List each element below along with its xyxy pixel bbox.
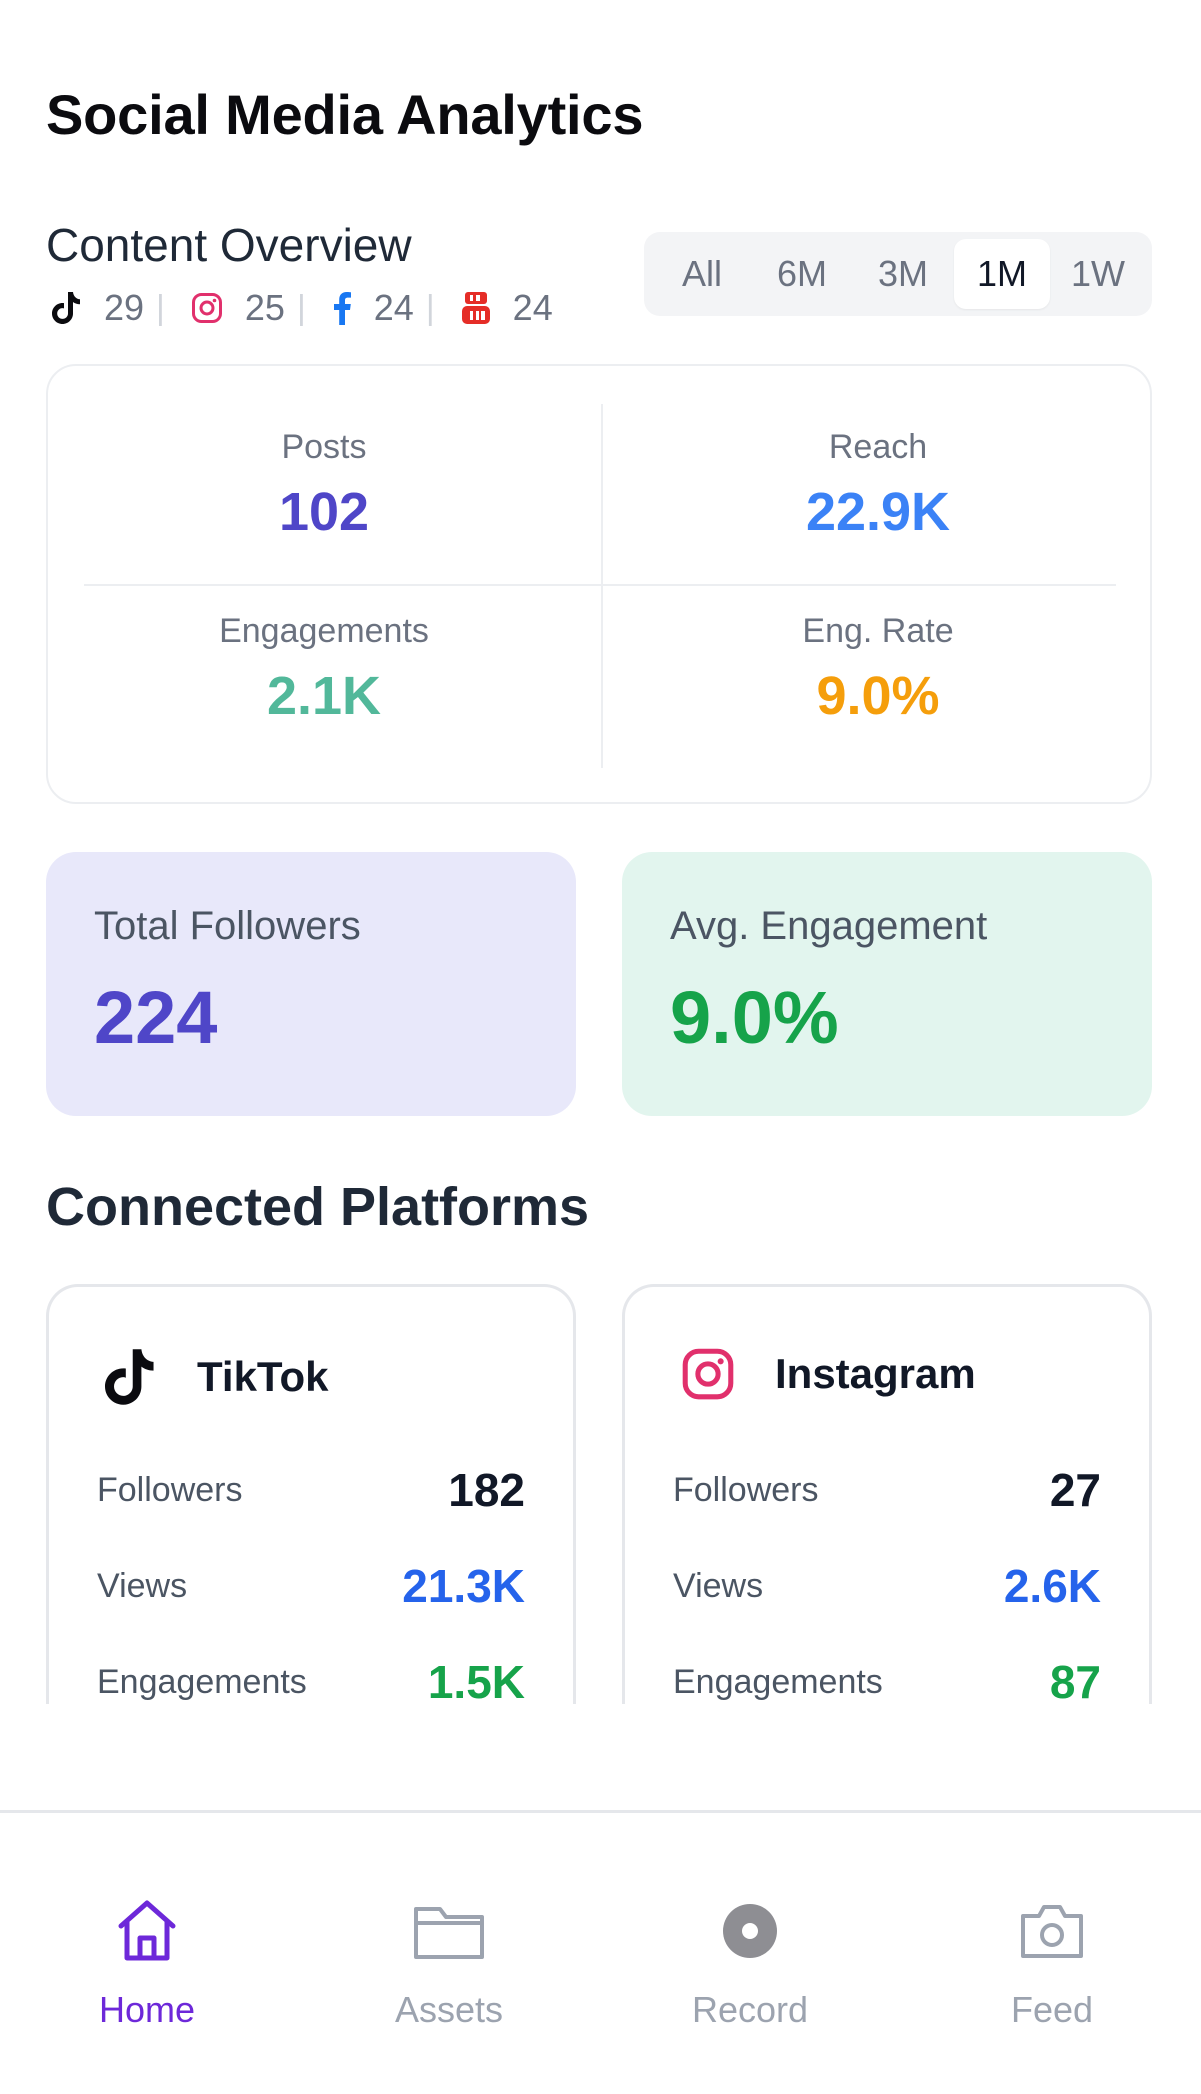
avg-engagement-label: Avg. Engagement <box>670 904 988 948</box>
nav-feed[interactable]: Feed <box>952 1893 1152 2031</box>
followers-label: Followers <box>97 1470 243 1509</box>
youtube-count: 24 <box>461 287 553 329</box>
followers-label: Followers <box>673 1470 819 1509</box>
engagements-stat: Engagements 2.1K <box>64 612 584 727</box>
divider <box>84 584 1116 586</box>
facebook-icon <box>333 292 351 325</box>
reach-value: 22.9K <box>805 482 951 542</box>
followers-value: 182 <box>448 1464 525 1516</box>
divider <box>601 404 603 768</box>
nav-home[interactable]: Home <box>47 1893 247 2031</box>
views-label: Views <box>97 1566 188 1605</box>
nav-record[interactable]: Record <box>650 1893 850 2031</box>
tiktok-icon <box>105 1349 154 1405</box>
engagements-row: Engagements 87 <box>673 1655 1101 1704</box>
views-value: 2.6K <box>1003 1560 1101 1612</box>
platform-post-counts: 29 | 25 | 24 | 24 <box>52 286 553 330</box>
engagements-value: 2.1K <box>266 666 382 726</box>
engagements-row: Engagements 1.5K <box>97 1655 525 1704</box>
content-overview-title: Content Overview <box>46 219 412 271</box>
nav-assets[interactable]: Assets <box>349 1893 549 2031</box>
platform-card-header: Instagram <box>681 1347 976 1401</box>
nav-home-label: Home <box>98 1989 196 2030</box>
stats-card: Posts 102 Reach 22.9K Engagements 2.1K E… <box>46 364 1152 804</box>
instagram-platform-card[interactable]: Instagram Followers 27 Views 2.6K Engage… <box>622 1284 1152 1704</box>
page-title: Social Media Analytics <box>46 83 644 146</box>
engagements-label: Engagements <box>219 612 429 650</box>
separator: | <box>156 288 165 327</box>
engagements-value: 1.5K <box>427 1656 525 1704</box>
reach-label: Reach <box>828 428 928 466</box>
separator: | <box>425 288 435 327</box>
followers-row: Followers 27 <box>673 1463 1101 1517</box>
instagram-count: 25 | <box>191 287 332 329</box>
posts-value: 102 <box>278 482 370 542</box>
nav-record-label: Record <box>691 1989 809 2030</box>
views-row: Views 2.6K <box>673 1559 1101 1613</box>
youtube-icon <box>461 292 490 324</box>
bottom-navigation: Home Assets Record Feed <box>0 1810 1201 2094</box>
posts-label: Posts <box>281 428 367 466</box>
connected-platforms-title: Connected Platforms <box>46 1177 590 1237</box>
youtube-post-count: 24 <box>512 287 553 328</box>
time-range-selector: All 6M 3M 1M 1W <box>644 232 1152 316</box>
views-label: Views <box>673 1566 764 1605</box>
posts-stat: Posts 102 <box>64 428 584 543</box>
reach-stat: Reach 22.9K <box>618 428 1138 543</box>
facebook-count: 24 | <box>332 287 461 329</box>
platform-name: Instagram <box>775 1350 976 1397</box>
tiktok-icon <box>52 292 80 324</box>
separator: | <box>296 288 306 327</box>
range-6m-button[interactable]: 6M <box>776 253 827 294</box>
nav-assets-label: Assets <box>394 1989 504 2030</box>
range-1m-button[interactable]: 1M <box>954 239 1050 309</box>
nav-feed-label: Feed <box>1010 1989 1094 2030</box>
followers-value: 27 <box>1049 1464 1101 1516</box>
engagements-label: Engagements <box>97 1662 307 1701</box>
platform-card-header: TikTok <box>105 1347 328 1407</box>
range-1w-button[interactable]: 1W <box>1071 253 1125 294</box>
followers-row: Followers 182 <box>97 1463 525 1517</box>
engagements-label: Engagements <box>673 1662 883 1701</box>
range-3m-button[interactable]: 3M <box>877 253 928 294</box>
total-followers-card: Total Followers 224 <box>46 852 576 1116</box>
instagram-icon <box>191 293 222 323</box>
total-followers-value: 224 <box>94 976 218 1059</box>
record-icon <box>650 1893 850 1969</box>
tiktok-count: 29 | <box>52 287 191 329</box>
facebook-post-count: 24 <box>373 287 414 328</box>
views-value: 21.3K <box>402 1560 525 1612</box>
tiktok-platform-card[interactable]: TikTok Followers 182 Views 21.3K Engagem… <box>46 1284 576 1704</box>
engagements-value: 87 <box>1049 1656 1101 1704</box>
total-followers-label: Total Followers <box>94 904 361 948</box>
instagram-post-count: 25 <box>244 287 285 328</box>
home-icon <box>47 1893 247 1969</box>
avg-engagement-card: Avg. Engagement 9.0% <box>622 852 1152 1116</box>
eng-rate-stat: Eng. Rate 9.0% <box>618 612 1138 727</box>
folder-icon <box>349 1893 549 1969</box>
views-row: Views 21.3K <box>97 1559 525 1613</box>
camera-icon <box>952 1893 1152 1969</box>
eng-rate-label: Eng. Rate <box>802 612 954 650</box>
eng-rate-value: 9.0% <box>816 666 940 726</box>
range-all-button[interactable]: All <box>681 253 722 294</box>
instagram-icon <box>682 1348 734 1400</box>
platform-name: TikTok <box>197 1353 329 1400</box>
avg-engagement-value: 9.0% <box>670 976 839 1059</box>
tiktok-post-count: 29 <box>104 287 145 328</box>
